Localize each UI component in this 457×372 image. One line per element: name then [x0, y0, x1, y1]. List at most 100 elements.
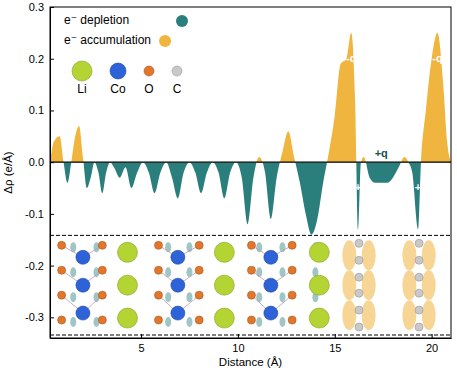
legend-label: e⁻ depletion — [64, 13, 129, 27]
atom — [58, 316, 66, 324]
legend: e⁻ depletione⁻ accumulationLiCoOC — [64, 13, 188, 96]
isosurface — [342, 240, 356, 270]
atom — [355, 256, 363, 264]
isosurface — [165, 317, 171, 327]
tick: 20 — [426, 334, 438, 354]
isosurface — [402, 300, 416, 330]
structure — [58, 239, 436, 331]
atom — [195, 316, 203, 324]
tick: -0.2 — [25, 260, 54, 272]
tick-label: 0.0 — [29, 156, 44, 168]
isosurface — [70, 292, 76, 302]
atom — [58, 291, 66, 299]
atom — [247, 291, 255, 299]
tick: 5 — [138, 334, 144, 354]
baseline — [50, 162, 451, 163]
isosurface — [402, 240, 416, 270]
isosurface — [165, 242, 171, 252]
tick-label: -0.3 — [25, 311, 44, 323]
isosurface — [422, 240, 436, 270]
atom — [58, 266, 66, 274]
tick-label: 20 — [426, 342, 438, 354]
atom — [355, 273, 363, 281]
atom — [355, 306, 363, 314]
atom — [98, 241, 106, 249]
tick-label: 5 — [138, 342, 144, 354]
isosurface — [279, 317, 285, 327]
tick-label: 10 — [232, 342, 244, 354]
axis-line — [50, 8, 51, 339]
x-axis: 5 10 15 20 — [51, 334, 452, 354]
atom — [355, 289, 363, 297]
atom — [309, 308, 329, 328]
atom — [415, 273, 423, 281]
atom — [214, 308, 234, 328]
tick-mark — [50, 59, 54, 60]
atom — [76, 278, 90, 292]
legend-swatch — [176, 15, 188, 27]
tick: 15 — [329, 334, 341, 354]
atom-legend-label: O — [144, 82, 153, 96]
tick-mark — [50, 162, 54, 163]
annotation: -q — [346, 52, 356, 64]
y-axis: -0.3-0.2-0.10.00.10.20.3 — [25, 1, 54, 338]
isosurface — [362, 270, 376, 300]
atom — [98, 316, 106, 324]
atom — [98, 266, 106, 274]
atom — [195, 241, 203, 249]
atom — [195, 291, 203, 299]
annotation: + — [415, 181, 421, 193]
isosurface — [165, 292, 171, 302]
atom — [214, 275, 234, 295]
atom — [154, 241, 162, 249]
isosurface — [362, 300, 376, 330]
tick-mark — [432, 334, 433, 338]
accumulation-area — [50, 33, 451, 162]
annotation: +q — [375, 147, 388, 159]
atom — [264, 278, 278, 292]
isosurface — [70, 267, 76, 277]
atom — [171, 306, 185, 320]
tick: 10 — [232, 334, 244, 354]
atom — [247, 241, 255, 249]
isosurface — [186, 292, 192, 302]
plot-frame — [50, 7, 451, 338]
isosurface — [342, 270, 356, 300]
atom — [154, 291, 162, 299]
atom — [76, 306, 90, 320]
isosurface — [422, 300, 436, 330]
isosurface — [186, 317, 192, 327]
atom — [288, 266, 296, 274]
atom — [171, 278, 185, 292]
atom — [214, 242, 234, 262]
tick-mark — [50, 266, 54, 267]
y-axis-title: Δρ (e/Å) — [2, 151, 14, 194]
tick: 0.0 — [29, 156, 54, 168]
x-axis-title: Distance (Å) — [219, 356, 282, 368]
legend-label: e⁻ accumulation — [64, 33, 151, 47]
isosurface — [256, 242, 262, 252]
tick-mark — [50, 7, 54, 8]
atom — [288, 241, 296, 249]
tick: 0.1 — [29, 104, 54, 116]
tick-mark — [238, 334, 239, 338]
tick-mark — [50, 317, 54, 318]
atom — [76, 250, 90, 264]
atom — [415, 289, 423, 297]
depletion-area — [50, 162, 451, 234]
atom — [247, 266, 255, 274]
tick-mark — [141, 334, 142, 338]
isosurface — [279, 292, 285, 302]
atom — [309, 242, 329, 262]
isosurface — [402, 270, 416, 300]
atom-legend-label: C — [173, 82, 182, 96]
isosurface — [70, 317, 76, 327]
atom — [117, 275, 137, 295]
atom — [415, 323, 423, 331]
atom-legend-label: Co — [110, 82, 126, 96]
atom-legend-swatch — [172, 66, 182, 76]
atom — [154, 266, 162, 274]
atom — [309, 275, 329, 295]
atom — [247, 316, 255, 324]
tick-label: 0.2 — [29, 53, 44, 65]
